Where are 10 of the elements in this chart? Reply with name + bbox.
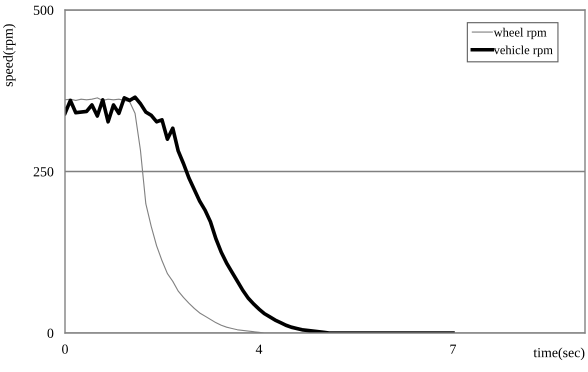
y-axis-title: speed(rpm) [3, 24, 16, 86]
x-tick-label: 4 [256, 344, 262, 354]
y-tick-label: 0 [47, 328, 54, 338]
legend-label: wheel rpm [494, 28, 547, 40]
y-tick-label: 500 [34, 6, 54, 15]
y-tick-label: 250 [34, 167, 54, 176]
x-tick-label: 0 [62, 344, 68, 354]
legend-label: vehicle rpm [494, 45, 553, 57]
x-tick-label: 7 [450, 344, 456, 354]
x-axis-title: time(sec) [533, 348, 584, 360]
